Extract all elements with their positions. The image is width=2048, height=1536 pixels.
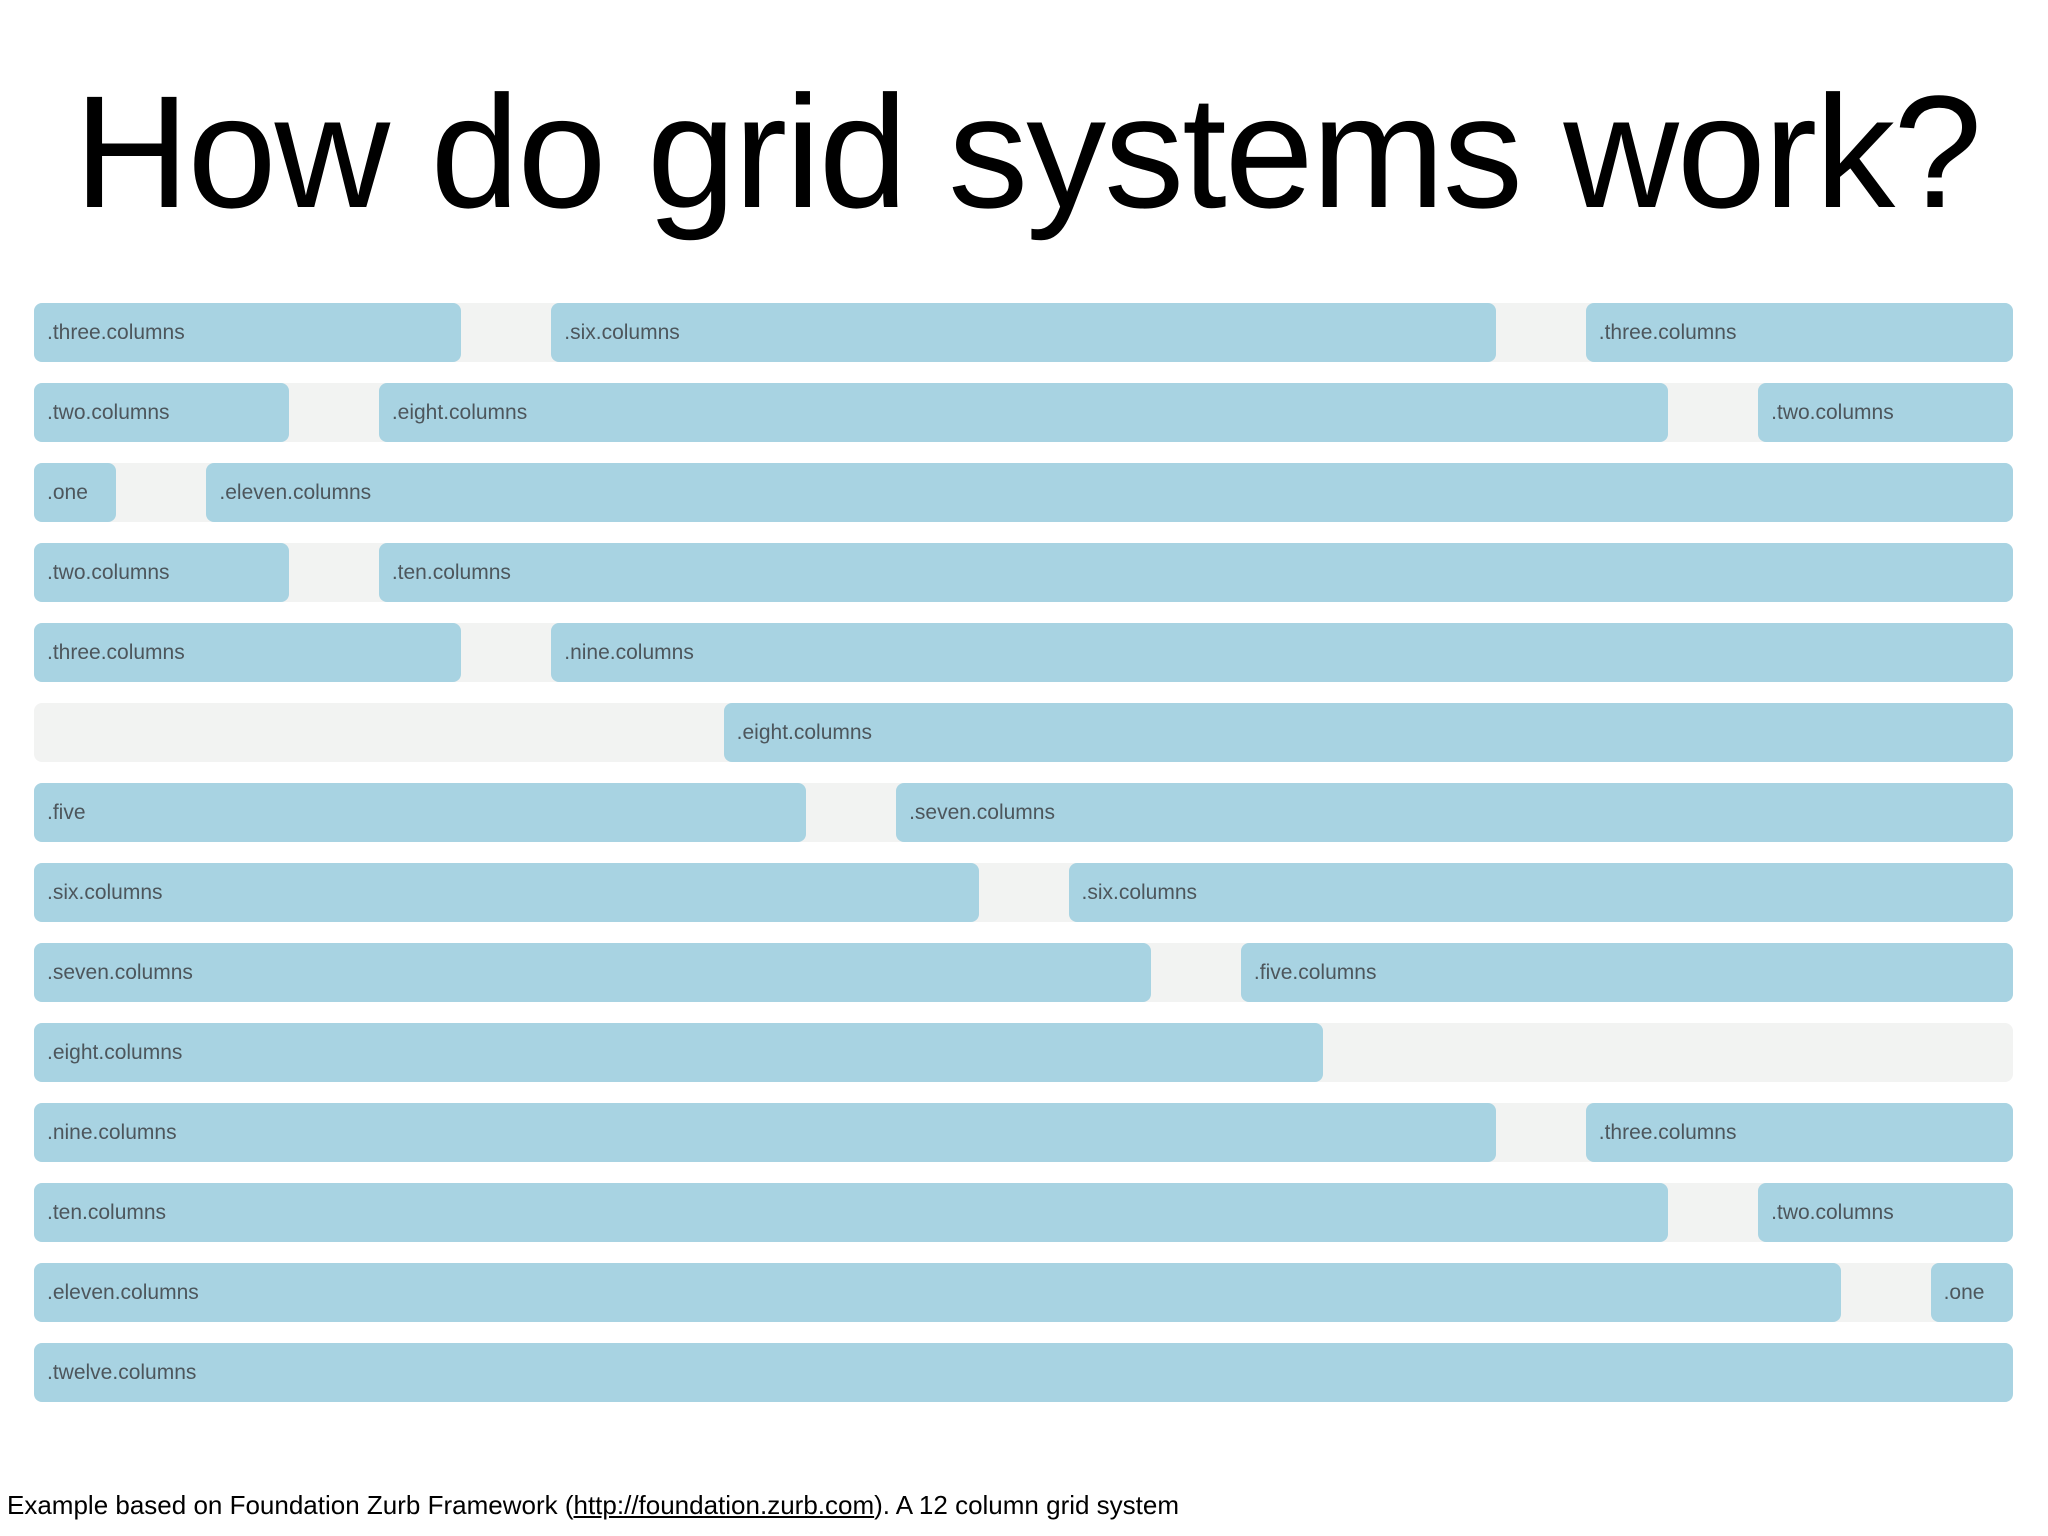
column-label: .seven.columns: [909, 800, 1055, 824]
column-bar: .eleven.columns: [34, 1263, 1841, 1322]
column-bar: .six.columns: [1068, 863, 2013, 922]
grid-row: .six.columns .six.columns: [34, 863, 2013, 922]
column-label: .eight.columns: [391, 400, 528, 424]
grid-row: .eight.columns: [34, 1023, 2013, 1082]
column-bar: .nine.columns: [34, 1103, 1496, 1162]
column-bar: .two.columns: [34, 543, 289, 602]
grid-row: .eleven.columns .one: [34, 1263, 2013, 1322]
grid-row: .five .seven.columns: [34, 783, 2013, 842]
column-label: .one: [1943, 1280, 1985, 1304]
column-bar: .nine.columns: [551, 623, 2013, 682]
column-label: .eleven.columns: [219, 480, 372, 504]
column-bar: .eleven.columns: [206, 463, 2013, 522]
footer-note: Example based on Foundation Zurb Framewo…: [7, 1490, 1179, 1521]
column-label: .nine.columns: [47, 1120, 177, 1144]
column-bar: .ten.columns: [378, 543, 2013, 602]
column-label: .three.columns: [47, 640, 185, 664]
column-label: .eleven.columns: [47, 1280, 199, 1304]
column-label: .one: [47, 480, 88, 504]
column-label: .two.columns: [47, 560, 170, 584]
grid-row: .two.columns .ten.columns: [34, 543, 2013, 602]
column-label: .two.columns: [1771, 1200, 1894, 1224]
column-bar: .eight.columns: [378, 383, 1669, 442]
grid-row: .two.columns .eight.columns .two.columns: [34, 383, 2013, 442]
grid-demo: .three.columns .six.columns .three.columns…: [34, 303, 2013, 1423]
column-label: .six.columns: [564, 320, 680, 344]
grid-row: .seven.columns .five.columns: [34, 943, 2013, 1002]
column-bar: .seven.columns: [34, 943, 1151, 1002]
column-bar: .twelve.columns: [34, 1343, 2013, 1402]
column-label: .two.columns: [1771, 400, 1894, 424]
column-label: .five: [47, 800, 86, 824]
footer-text-prefix: Example based on Foundation Zurb Framewo…: [7, 1490, 574, 1520]
grid-row: .nine.columns .three.columns: [34, 1103, 2013, 1162]
column-label: .six.columns: [47, 880, 163, 904]
column-label: .six.columns: [1081, 880, 1198, 904]
column-bar: .ten.columns: [34, 1183, 1669, 1242]
column-bar: .one: [1930, 1263, 2013, 1322]
grid-row: .three.columns .six.columns .three.columns: [34, 303, 2013, 362]
column-bar: .three.columns: [34, 303, 462, 362]
grid-row: .twelve.columns: [34, 1343, 2013, 1402]
column-bar: .three.columns: [1585, 303, 2013, 362]
column-label: .nine.columns: [564, 640, 694, 664]
footer-link[interactable]: http://foundation.zurb.com: [573, 1490, 875, 1520]
column-bar: .two.columns: [34, 383, 289, 442]
column-bar: .eight.columns: [34, 1023, 1324, 1082]
column-label: .three.columns: [1598, 1120, 1737, 1144]
grid-row: .eight.columns: [34, 703, 2013, 762]
column-label: .two.columns: [47, 400, 170, 424]
column-bar: .five: [34, 783, 807, 842]
column-label: .ten.columns: [391, 560, 511, 584]
column-label: .ten.columns: [47, 1200, 167, 1224]
column-bar: .six.columns: [34, 863, 979, 922]
column-bar: .two.columns: [1758, 383, 2013, 442]
column-bar: .seven.columns: [896, 783, 2013, 842]
grid-row: .one .eleven.columns: [34, 463, 2013, 522]
column-bar: .five.columns: [1240, 943, 2013, 1002]
column-bar: .eight.columns: [723, 703, 2013, 762]
column-label: .twelve.columns: [47, 1360, 197, 1384]
footer-text-suffix: ). A 12 column grid system: [874, 1490, 1180, 1520]
column-label: .eight.columns: [47, 1040, 183, 1064]
column-label: .three.columns: [47, 320, 185, 344]
column-label: .eight.columns: [736, 720, 873, 744]
column-label: .seven.columns: [47, 960, 193, 984]
column-bar: .six.columns: [551, 303, 1496, 362]
grid-row: .ten.columns .two.columns: [34, 1183, 2013, 1242]
column-bar: .three.columns: [34, 623, 462, 682]
column-bar: .one: [34, 463, 117, 522]
grid-row: .three.columns .nine.columns: [34, 623, 2013, 682]
column-label: .three.columns: [1598, 320, 1737, 344]
column-bar: .two.columns: [1758, 1183, 2013, 1242]
column-bar: .three.columns: [1585, 1103, 2013, 1162]
page-title: How do grid systems work?: [74, 62, 1982, 241]
column-label: .five.columns: [1253, 960, 1377, 984]
